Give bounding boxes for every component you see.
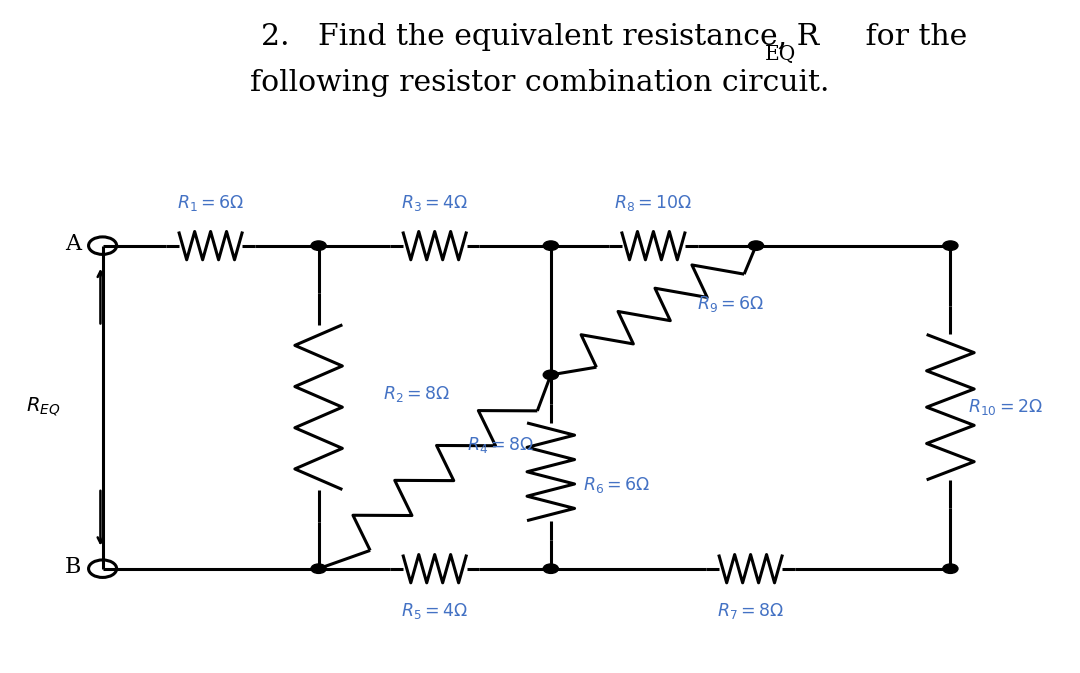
Text: $R_5 = 4\Omega$: $R_5 = 4\Omega$ — [401, 601, 469, 621]
Text: $R_8 = 10\Omega$: $R_8 = 10\Omega$ — [615, 193, 692, 213]
Text: following resistor combination circuit.: following resistor combination circuit. — [251, 69, 829, 97]
Text: $R_9 = 6\Omega$: $R_9 = 6\Omega$ — [697, 293, 764, 314]
Text: $R_3 = 4\Omega$: $R_3 = 4\Omega$ — [401, 193, 469, 213]
Text: EQ: EQ — [765, 45, 796, 64]
Text: $R_{10} = 2\Omega$: $R_{10} = 2\Omega$ — [968, 397, 1042, 417]
Circle shape — [311, 241, 326, 250]
Circle shape — [543, 564, 558, 573]
Circle shape — [943, 241, 958, 250]
Text: $R_7 = 8\Omega$: $R_7 = 8\Omega$ — [717, 601, 784, 621]
Circle shape — [311, 564, 326, 573]
Text: $R_4 = 8\Omega$: $R_4 = 8\Omega$ — [468, 435, 535, 455]
Circle shape — [543, 370, 558, 380]
Text: for the: for the — [856, 23, 968, 51]
Text: B: B — [65, 556, 81, 577]
Circle shape — [943, 564, 958, 573]
Text: $R_6 = 6\Omega$: $R_6 = 6\Omega$ — [583, 475, 650, 495]
Text: $R_1 = 6\Omega$: $R_1 = 6\Omega$ — [177, 193, 244, 213]
Circle shape — [748, 241, 764, 250]
Text: A: A — [65, 233, 81, 254]
Text: 2.   Find the equivalent resistance, R: 2. Find the equivalent resistance, R — [261, 23, 819, 51]
Circle shape — [543, 241, 558, 250]
Text: $R_{EQ}$: $R_{EQ}$ — [26, 396, 60, 418]
Text: $R_2 = 8\Omega$: $R_2 = 8\Omega$ — [383, 384, 450, 404]
